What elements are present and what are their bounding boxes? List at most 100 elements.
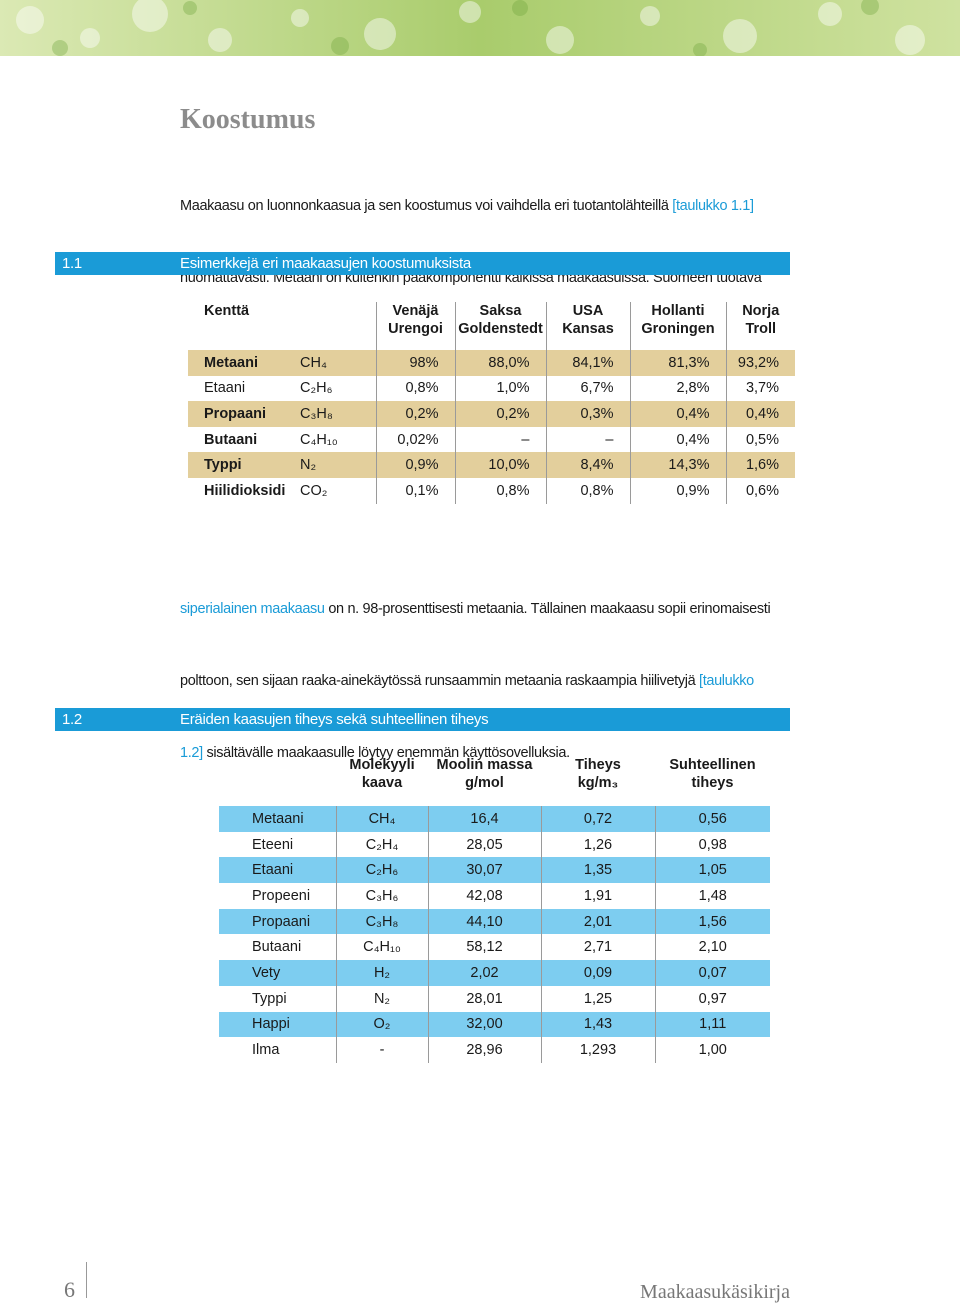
text: polttoon, sen sijaan raaka-ainekäytössä … [180,673,700,689]
text-line: Maakaasu on luonnonkaasua ja sen koostum… [180,194,761,218]
formula: N₂ [300,457,317,474]
header-cell [296,302,376,350]
text-line: polttoon, sen sijaan raaka-ainekäytössä … [180,669,770,693]
header-line: Urengoi [388,321,443,337]
value-cell: 88,0% [454,350,546,376]
value-cell: – [454,426,546,453]
value-cell: 0,8% [454,477,546,504]
header-cell: Norja Troll [725,302,795,350]
value-cell: 0,07 [654,960,770,986]
value-cell: 0,5% [725,426,795,453]
header-cell: Saksa Goldenstedt [454,302,546,350]
table-row: Propaani C₃H₈ 44,10 2,01 1,56 [219,908,770,935]
value-cell: 1,25 [540,985,655,1012]
text: sisältävälle maakaasulle löytyy enemmän … [202,745,570,761]
table-row: Typpi N₂ 0,9% 10,0% 8,4% 14,3% 1,6% [188,452,795,478]
row-name: Metaani [204,354,258,371]
density-table: Molekyyli kaava Moolin massa g/mol Tiheys kg/… [219,756,770,1063]
header-cell: Tiheys kg/m₃ [541,756,655,806]
header-line: Tiheys [575,757,621,773]
formula: C₂H₆ [335,857,428,884]
header-cell: Molekyyli kaava [336,756,428,806]
value-cell: 28,01 [427,985,541,1012]
value-cell: 2,71 [540,934,655,961]
heading: Koostumus [180,104,316,135]
header-line: Groningen [641,321,715,337]
table-row: Ilma -28,96 1,293 1,00 [219,1037,770,1063]
text-line: siperialainen maakaasu on n. 98-prosentt… [180,597,771,621]
value-cell: 1,56 [654,908,770,935]
header-line: Moolin massa [436,757,533,773]
table-reference[interactable]: [taulukko 1.1] [672,198,754,214]
table-row: Happi O₂ 32,00 1,43 1,11 [219,1011,770,1038]
value-cell: 1,48 [654,883,770,909]
value-cell: 8,4% [545,452,630,478]
header-line: USA [572,303,604,319]
value-cell: 0,1% [375,477,455,504]
value-cell: 28,96 [427,1037,541,1063]
footer-title: Maakaasukäsikirja [640,1281,790,1303]
header-line: Norja [742,303,780,319]
table-row: Propeeni C₃H₆ 42,08 1,91 1,48 [219,883,770,909]
value-cell: 1,11 [654,1011,770,1038]
table-row: Metaani CH₄ 98% 88,0% 84,1% 81,3% 93,2% [188,350,795,376]
header-line: kaava [361,775,403,791]
decorative-band [0,0,960,56]
table-number: 1.1 [62,255,82,272]
value-cell: 10,0% [454,452,546,478]
header-cell: Suhteellinen tiheys [655,756,770,806]
row-name: Metaani [252,810,304,827]
formula: CH₄ [300,354,327,371]
value-cell: 0,2% [375,401,455,427]
header-line: Molekyyli [349,757,415,773]
row-name: Typpi [204,457,242,474]
header-cell: Kenttä [204,303,250,319]
header-line: Goldenstedt [458,321,543,337]
table-row: Eteeni C₂H₄ 28,05 1,26 0,98 [219,831,770,858]
value-cell: 2,01 [540,908,655,935]
page-number: 6 [64,1277,75,1302]
value-cell: 1,293 [540,1037,655,1063]
value-cell: 1,26 [540,831,655,858]
value-cell: 42,08 [427,883,541,909]
footer-divider [86,1262,87,1298]
value-cell: 1,00 [654,1037,770,1063]
value-cell: 2,10 [654,934,770,961]
value-cell: 30,07 [427,857,541,884]
intro-paragraph: Maakaasu on luonnonkaasua ja sen koostum… [180,146,762,314]
row-name: Happi [252,1016,290,1033]
table-title-bar: 1.2 Eräiden kaasujen tiheys sekä suhteel… [55,708,790,731]
value-cell: 0,4% [629,426,726,453]
table-reference[interactable]: 1.2] [180,745,203,761]
value-cell: 81,3% [629,350,726,376]
value-cell: 0,4% [629,401,726,427]
value-cell: – [545,426,630,453]
row-name: Butaani [252,939,302,956]
value-cell: 0,4% [725,401,795,427]
row-name: Typpi [252,990,287,1007]
value-cell: 0,9% [629,477,726,504]
header-line: g/mol [465,775,504,791]
composition-table: Kenttä Venäjä Urengoi Saksa Goldenstedt USA Ka… [188,302,795,504]
row-name: Etaani [252,862,294,879]
text: on n. 98-prosenttisesti metaania. Tällai… [324,601,771,617]
value-cell: 58,12 [427,934,541,961]
formula: C₃H₈ [300,405,333,422]
formula: - [335,1037,428,1063]
value-cell: 32,00 [427,1011,541,1038]
formula: H₂ [335,960,428,986]
formula: C₄H₁₀ [335,934,428,961]
formula: O₂ [335,1011,428,1038]
header-cell [219,756,336,806]
formula: C₂H₆ [300,380,333,397]
table-row: Propaani C₃H₈ 0,2% 0,2% 0,3% 0,4% 0,4% [188,401,795,427]
value-cell: 1,05 [654,857,770,884]
formula: CO₂ [300,482,328,499]
table-reference[interactable]: [taulukko [699,673,754,689]
value-cell: 3,7% [725,375,795,402]
table-row: Metaani CH₄ 16,4 0,72 0,56 [219,806,770,832]
value-cell: 0,72 [540,806,655,832]
table-row: Etaani C₂H₆ 30,07 1,35 1,05 [219,857,770,884]
value-cell: 16,4 [427,806,541,832]
